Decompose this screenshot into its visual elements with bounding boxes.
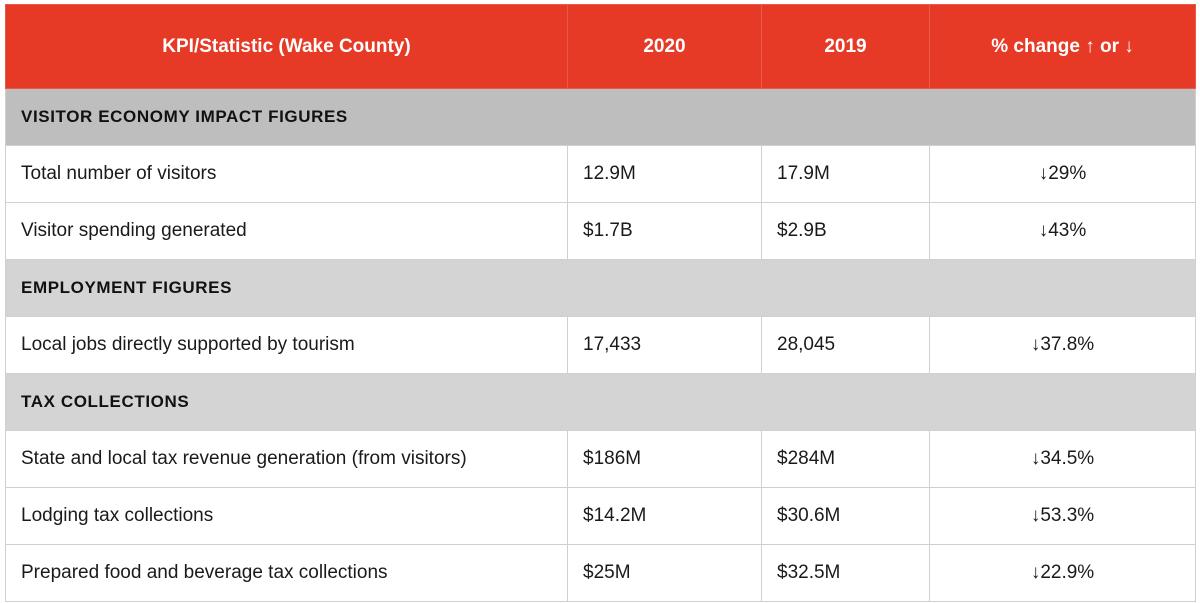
percent-change: ↓53.3% bbox=[929, 487, 1196, 545]
section-title: TAX COLLECTIONS bbox=[5, 373, 1196, 431]
percent-change: ↓37.8% bbox=[929, 316, 1196, 374]
value-2020: $1.7B bbox=[567, 202, 762, 260]
kpi-label: Local jobs directly supported by tourism bbox=[5, 316, 568, 374]
header-kpi: KPI/Statistic (Wake County) bbox=[5, 4, 568, 89]
table-row: Lodging tax collections $14.2M $30.6M ↓5… bbox=[5, 487, 1196, 545]
value-2019: $284M bbox=[761, 430, 930, 488]
section-visitor-economy: VISITOR ECONOMY IMPACT FIGURES bbox=[5, 88, 1196, 146]
percent-change: ↓22.9% bbox=[929, 544, 1196, 602]
header-row: KPI/Statistic (Wake County) 2020 2019 % … bbox=[5, 4, 1196, 89]
value-2020: $186M bbox=[567, 430, 762, 488]
kpi-label: State and local tax revenue generation (… bbox=[5, 430, 568, 488]
section-employment: EMPLOYMENT FIGURES bbox=[5, 259, 1196, 317]
kpi-table: KPI/Statistic (Wake County) 2020 2019 % … bbox=[5, 4, 1196, 602]
value-2020: $14.2M bbox=[567, 487, 762, 545]
section-title: EMPLOYMENT FIGURES bbox=[5, 259, 1196, 317]
value-2019: $32.5M bbox=[761, 544, 930, 602]
kpi-label: Lodging tax collections bbox=[5, 487, 568, 545]
value-2020: 12.9M bbox=[567, 145, 762, 203]
header-2019: 2019 bbox=[761, 4, 930, 89]
section-title: VISITOR ECONOMY IMPACT FIGURES bbox=[5, 88, 1196, 146]
header-change: % change ↑ or ↓ bbox=[929, 4, 1196, 89]
value-2019: $2.9B bbox=[761, 202, 930, 260]
kpi-label: Prepared food and beverage tax collectio… bbox=[5, 544, 568, 602]
kpi-label: Total number of visitors bbox=[5, 145, 568, 203]
percent-change: ↓34.5% bbox=[929, 430, 1196, 488]
value-2019: $30.6M bbox=[761, 487, 930, 545]
header-2020: 2020 bbox=[567, 4, 762, 89]
kpi-label: Visitor spending generated bbox=[5, 202, 568, 260]
value-2019: 17.9M bbox=[761, 145, 930, 203]
value-2019: 28,045 bbox=[761, 316, 930, 374]
percent-change: ↓29% bbox=[929, 145, 1196, 203]
table-row: Prepared food and beverage tax collectio… bbox=[5, 544, 1196, 602]
table-row: State and local tax revenue generation (… bbox=[5, 430, 1196, 488]
percent-change: ↓43% bbox=[929, 202, 1196, 260]
table-row: Visitor spending generated $1.7B $2.9B ↓… bbox=[5, 202, 1196, 260]
value-2020: $25M bbox=[567, 544, 762, 602]
value-2020: 17,433 bbox=[567, 316, 762, 374]
table-row: Local jobs directly supported by tourism… bbox=[5, 316, 1196, 374]
table-row: Total number of visitors 12.9M 17.9M ↓29… bbox=[5, 145, 1196, 203]
section-tax-collections: TAX COLLECTIONS bbox=[5, 373, 1196, 431]
